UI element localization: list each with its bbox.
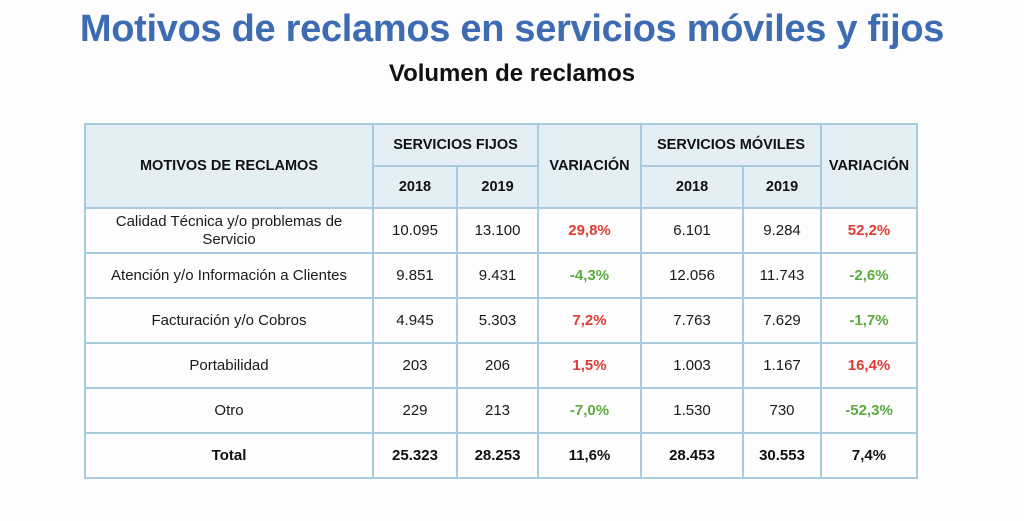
header-fijos-2019: 2019: [455, 165, 540, 209]
cell-fijos-2019: 9.431: [455, 252, 540, 299]
cell-variacion-moviles: -2,6%: [820, 252, 919, 299]
cell-motivo: Atención y/o Información a Clientes: [84, 252, 374, 299]
cell-motivo: Portabilidad: [84, 342, 374, 389]
cell-moviles-2018: 7.763: [640, 297, 745, 344]
cell-total-fijos-2018: 25.323: [372, 432, 458, 479]
cell-variacion-fijos: 1,5%: [537, 342, 643, 389]
cell-motivo: Otro: [84, 387, 374, 434]
cell-fijos-2018: 4.945: [372, 297, 458, 344]
page-subtitle: Volumen de reclamos: [388, 60, 636, 87]
cell-fijos-2018: 229: [372, 387, 458, 434]
table-row: Facturación y/o Cobros 4.945 5.303 7,2% …: [84, 297, 919, 344]
cell-motivo: Facturación y/o Cobros: [84, 297, 374, 344]
cell-fijos-2019: 213: [455, 387, 540, 434]
cell-moviles-2018: 12.056: [640, 252, 745, 299]
cell-fijos-2018: 203: [372, 342, 458, 389]
cell-total-variacion-moviles: 7,4%: [820, 432, 919, 479]
table-row: Atención y/o Información a Clientes 9.85…: [84, 252, 919, 299]
page-title: Motivos de reclamos en servicios móviles…: [79, 8, 945, 50]
cell-variacion-moviles: -1,7%: [820, 297, 919, 344]
cell-moviles-2019: 11.743: [742, 252, 823, 299]
cell-moviles-2019: 1.167: [742, 342, 823, 389]
cell-fijos-2019: 206: [455, 342, 540, 389]
cell-total-variacion-fijos: 11,6%: [537, 432, 643, 479]
cell-variacion-moviles: 16,4%: [820, 342, 919, 389]
header-servicios-fijos: SERVICIOS FIJOS: [371, 123, 540, 167]
header-servicios-moviles: SERVICIOS MÓVILES: [640, 123, 823, 167]
claims-table: MOTIVOS DE RECLAMOS SERVICIOS FIJOS VARI…: [84, 123, 919, 479]
cell-total-moviles-2018: 28.453: [640, 432, 745, 479]
header-moviles-2019: 2019: [742, 165, 823, 209]
header-variacion-fijos: VARIACIÓN: [537, 123, 643, 209]
cell-fijos-2019: 13.100: [455, 207, 540, 254]
cell-fijos-2018: 10.095: [372, 207, 458, 254]
cell-total-label: Total: [84, 432, 374, 479]
table-row: Portabilidad 203 206 1,5% 1.003 1.167 16…: [84, 342, 919, 389]
cell-motivo: Calidad Técnica y/o problemas de Servici…: [84, 207, 374, 254]
header-fijos-2018: 2018: [372, 165, 458, 209]
table-row: Calidad Técnica y/o problemas de Servici…: [84, 207, 919, 254]
cell-fijos-2019: 5.303: [455, 297, 540, 344]
cell-moviles-2018: 1.530: [640, 387, 745, 434]
cell-variacion-moviles: -52,3%: [820, 387, 919, 434]
cell-moviles-2018: 6.101: [640, 207, 745, 254]
cell-moviles-2019: 7.629: [742, 297, 823, 344]
cell-variacion-moviles: 52,2%: [820, 207, 919, 254]
cell-variacion-fijos: 29,8%: [537, 207, 643, 254]
cell-moviles-2019: 730: [742, 387, 823, 434]
cell-moviles-2018: 1.003: [640, 342, 745, 389]
table-row-total: Total 25.323 28.253 11,6% 28.453 30.553 …: [84, 432, 919, 479]
cell-total-fijos-2019: 28.253: [455, 432, 540, 479]
cell-variacion-fijos: -4,3%: [537, 252, 643, 299]
table-row: Otro 229 213 -7,0% 1.530 730 -52,3%: [84, 387, 919, 434]
cell-moviles-2019: 9.284: [742, 207, 823, 254]
header-moviles-2018: 2018: [640, 165, 745, 209]
cell-fijos-2018: 9.851: [372, 252, 458, 299]
header-motivos: MOTIVOS DE RECLAMOS: [84, 123, 374, 209]
cell-variacion-fijos: -7,0%: [537, 387, 643, 434]
cell-variacion-fijos: 7,2%: [537, 297, 643, 344]
cell-total-moviles-2019: 30.553: [742, 432, 823, 479]
header-variacion-moviles: VARIACIÓN: [820, 123, 919, 209]
